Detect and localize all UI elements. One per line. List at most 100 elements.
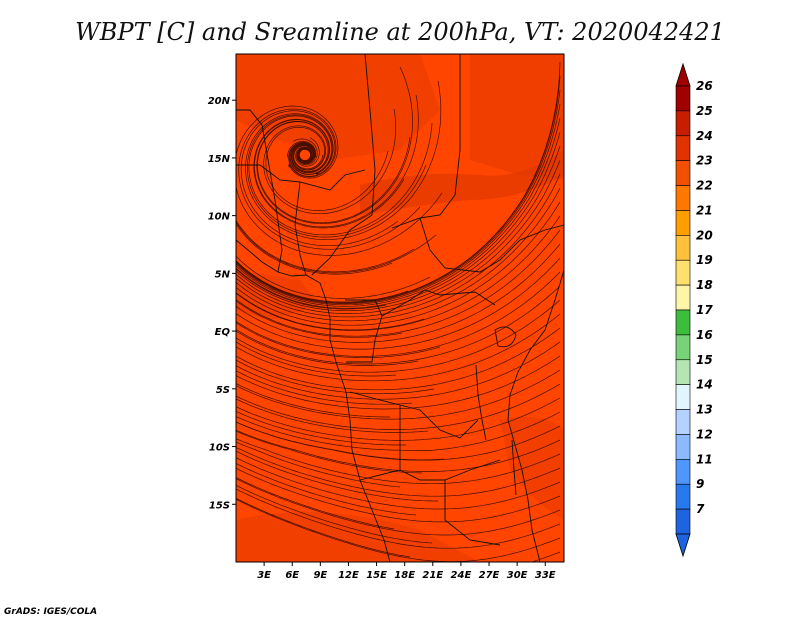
streamline <box>236 271 561 357</box>
lat-tick-label: 10S <box>209 443 230 454</box>
streamline-arrow <box>231 210 232 213</box>
colorbar-label: 14 <box>696 378 713 392</box>
colorbar-bin <box>675 359 691 385</box>
streamline <box>236 299 561 373</box>
streamline <box>236 438 561 485</box>
streamline-arrow <box>298 156 302 161</box>
streamline-arrow <box>230 338 233 340</box>
streamline-arrow <box>230 255 232 257</box>
streamline-arrow <box>230 382 233 384</box>
streamline <box>236 255 431 299</box>
streamline <box>236 159 561 314</box>
colorbar-label: 15 <box>696 353 713 367</box>
coastline-west-africa <box>236 239 391 562</box>
colorbar-label: 17 <box>696 303 713 317</box>
lat-tick-label: 20N <box>208 96 231 107</box>
streamline-arrow <box>514 566 517 567</box>
lat-tick-label: 15N <box>208 154 231 165</box>
streamline-arrow <box>230 250 232 252</box>
map-axes: 20N 15N 10N 5N EQ 5S 10S 15S 3E 6E 9E 12E 15E 18E 21E 2… <box>208 96 556 581</box>
colorbar-label: 21 <box>696 203 713 217</box>
lat-tick-label: 5S <box>216 385 230 396</box>
streamline-arrow <box>230 309 232 311</box>
streamline <box>236 447 561 497</box>
grads-credit: GrADS: IGES/COLA <box>4 607 97 617</box>
streamline-arrow <box>230 428 233 429</box>
lon-tick-label: 21E <box>422 570 443 581</box>
streamline <box>236 369 561 420</box>
streamline-arrow <box>228 317 230 319</box>
border-e <box>345 289 496 317</box>
streamline <box>236 260 409 303</box>
border-f <box>349 391 479 439</box>
streamline <box>248 115 433 236</box>
streamline <box>236 463 417 516</box>
wbpt-band-sahel <box>360 150 564 215</box>
colorbar-bin <box>675 210 691 236</box>
colorbar-label: 20 <box>696 228 713 242</box>
streamline-arrow <box>230 362 233 364</box>
streamline <box>236 477 395 530</box>
lat-tick-label: 5N <box>215 269 231 280</box>
colorbar-bin <box>675 259 691 286</box>
lat-tick-label: 10N <box>208 212 231 223</box>
streamline <box>236 145 561 312</box>
streamline <box>236 219 415 273</box>
streamline-arrow <box>230 445 233 446</box>
streamline <box>236 89 561 305</box>
colorbar-label: 19 <box>696 253 713 267</box>
streamline <box>236 488 561 549</box>
wbpt-patch-southeast <box>500 416 564 520</box>
streamline-arrow <box>231 255 233 257</box>
lon-tick-label: 27E <box>479 570 500 581</box>
colorbar: 26 25 24 23 22 21 20 19 18 17 16 15 14 13 12 11 9 7 <box>675 62 713 558</box>
streamline-arrow <box>230 465 233 466</box>
border-h <box>359 459 501 481</box>
wbpt-patch-north <box>236 54 440 160</box>
streamline-arrow <box>230 255 232 257</box>
streamline-arrow <box>230 272 232 274</box>
colorbar-label: 23 <box>696 154 713 168</box>
streamline <box>236 341 561 400</box>
colorbar-min-triangle <box>675 533 691 558</box>
streamline-arrow <box>229 262 231 264</box>
streamline-arrow <box>229 436 232 437</box>
streamline <box>238 108 421 250</box>
streamline <box>236 292 425 331</box>
border-k <box>346 315 383 363</box>
streamline-arrow <box>229 380 232 382</box>
streamline-arrow <box>230 317 232 319</box>
streamline-arrow <box>231 266 233 268</box>
map-panel: 20N 15N 10N 5N EQ 5S 10S 15S 3E 6E 9E 12E 15E 18E 21E 2… <box>208 53 565 581</box>
streamline-arrow <box>229 296 231 298</box>
streamline <box>236 421 445 461</box>
colorbar-bin <box>675 309 691 336</box>
streamline-arrow <box>230 288 232 290</box>
streamline <box>236 229 561 337</box>
streamline <box>236 243 561 343</box>
streamline <box>236 313 561 382</box>
colorbar-bin <box>675 459 691 485</box>
streamline-arrow <box>288 163 291 169</box>
streamline <box>236 223 393 275</box>
streamline <box>236 441 401 488</box>
lon-tick-label: 3E <box>257 570 271 581</box>
streamline-arrow <box>229 352 232 354</box>
lake-victoria <box>494 326 517 348</box>
streamline-arrow <box>230 327 233 329</box>
streamline <box>236 410 406 446</box>
streamline <box>236 221 437 274</box>
lake-malawi <box>511 439 517 496</box>
border-c <box>391 54 461 229</box>
streamline-arrow <box>231 475 234 476</box>
streamline-arrow <box>229 413 232 414</box>
colorbar-bin <box>675 110 691 137</box>
colorbar-bin <box>675 160 691 186</box>
streamline-arrow <box>231 283 233 285</box>
streamline <box>236 201 561 326</box>
colorbar-bin <box>675 508 691 535</box>
streamline <box>236 341 397 377</box>
streamline-arrow <box>230 455 233 456</box>
streamline-arrow <box>231 476 234 477</box>
streamline <box>236 497 411 558</box>
